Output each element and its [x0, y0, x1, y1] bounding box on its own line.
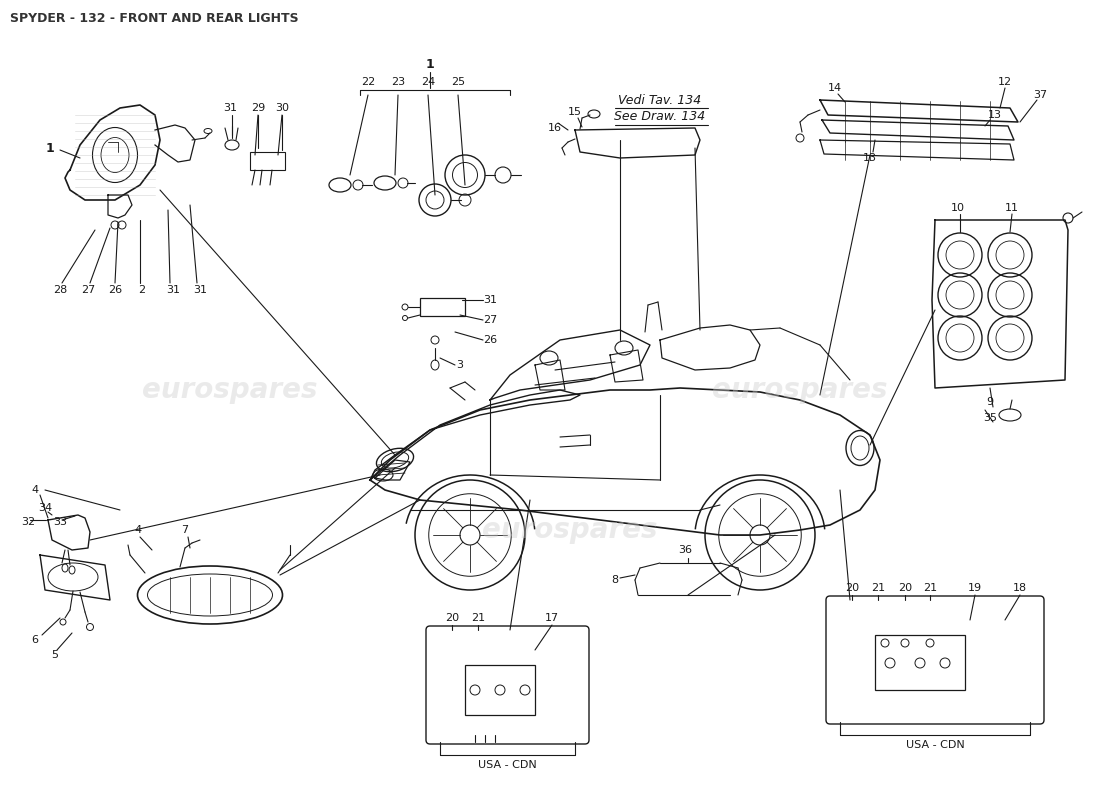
Text: 32: 32: [21, 517, 35, 527]
Text: 34: 34: [37, 503, 52, 513]
Bar: [874, 635, 965, 690]
Text: 21: 21: [923, 583, 937, 593]
Text: 20: 20: [845, 583, 859, 593]
Text: 13: 13: [988, 110, 1002, 120]
Text: 22: 22: [361, 77, 375, 87]
Text: 19: 19: [968, 583, 982, 593]
Text: 2: 2: [139, 285, 145, 295]
Text: 37: 37: [1033, 90, 1047, 100]
Text: 28: 28: [53, 285, 67, 295]
Text: 20: 20: [444, 613, 459, 623]
Text: 4: 4: [32, 485, 39, 495]
Text: 31: 31: [192, 285, 207, 295]
Text: See Draw. 134: See Draw. 134: [615, 110, 705, 123]
Text: 30: 30: [275, 103, 289, 113]
Bar: [420, 298, 465, 316]
Bar: [465, 665, 535, 715]
Text: 36: 36: [678, 545, 692, 555]
Text: 1: 1: [426, 58, 434, 71]
Text: 9: 9: [987, 397, 993, 407]
Text: 35: 35: [983, 413, 997, 423]
Text: 4: 4: [134, 525, 142, 535]
Text: 24: 24: [421, 77, 436, 87]
Text: SPYDER - 132 - FRONT AND REAR LIGHTS: SPYDER - 132 - FRONT AND REAR LIGHTS: [10, 11, 298, 25]
Text: 27: 27: [483, 315, 497, 325]
Text: 17: 17: [544, 613, 559, 623]
Text: 3: 3: [456, 360, 463, 370]
Text: 6: 6: [32, 635, 39, 645]
Text: USA - CDN: USA - CDN: [905, 740, 965, 750]
Text: 21: 21: [871, 583, 886, 593]
Text: 15: 15: [568, 107, 582, 117]
Text: 26: 26: [108, 285, 122, 295]
Text: 5: 5: [52, 650, 58, 660]
Text: eurospares: eurospares: [142, 376, 318, 404]
Text: Vedi Tav. 134: Vedi Tav. 134: [618, 94, 702, 106]
Text: 33: 33: [53, 517, 67, 527]
Text: 12: 12: [998, 77, 1012, 87]
Text: 26: 26: [483, 335, 497, 345]
Text: 23: 23: [390, 77, 405, 87]
Text: 18: 18: [1013, 583, 1027, 593]
Bar: [250, 152, 285, 170]
Text: 7: 7: [182, 525, 188, 535]
Text: 11: 11: [1005, 203, 1019, 213]
Text: 20: 20: [898, 583, 912, 593]
Text: 10: 10: [952, 203, 965, 213]
Text: 16: 16: [548, 123, 562, 133]
Text: 31: 31: [166, 285, 180, 295]
Text: 14: 14: [828, 83, 843, 93]
Text: 21: 21: [471, 613, 485, 623]
Text: 1: 1: [45, 142, 54, 154]
Text: 31: 31: [483, 295, 497, 305]
Text: 29: 29: [251, 103, 265, 113]
Text: 31: 31: [223, 103, 236, 113]
Text: 25: 25: [451, 77, 465, 87]
Text: 13: 13: [864, 153, 877, 163]
Text: eurospares: eurospares: [713, 376, 888, 404]
Text: eurospares: eurospares: [482, 516, 658, 544]
Text: 8: 8: [612, 575, 618, 585]
Text: 27: 27: [81, 285, 95, 295]
Text: USA - CDN: USA - CDN: [477, 760, 537, 770]
